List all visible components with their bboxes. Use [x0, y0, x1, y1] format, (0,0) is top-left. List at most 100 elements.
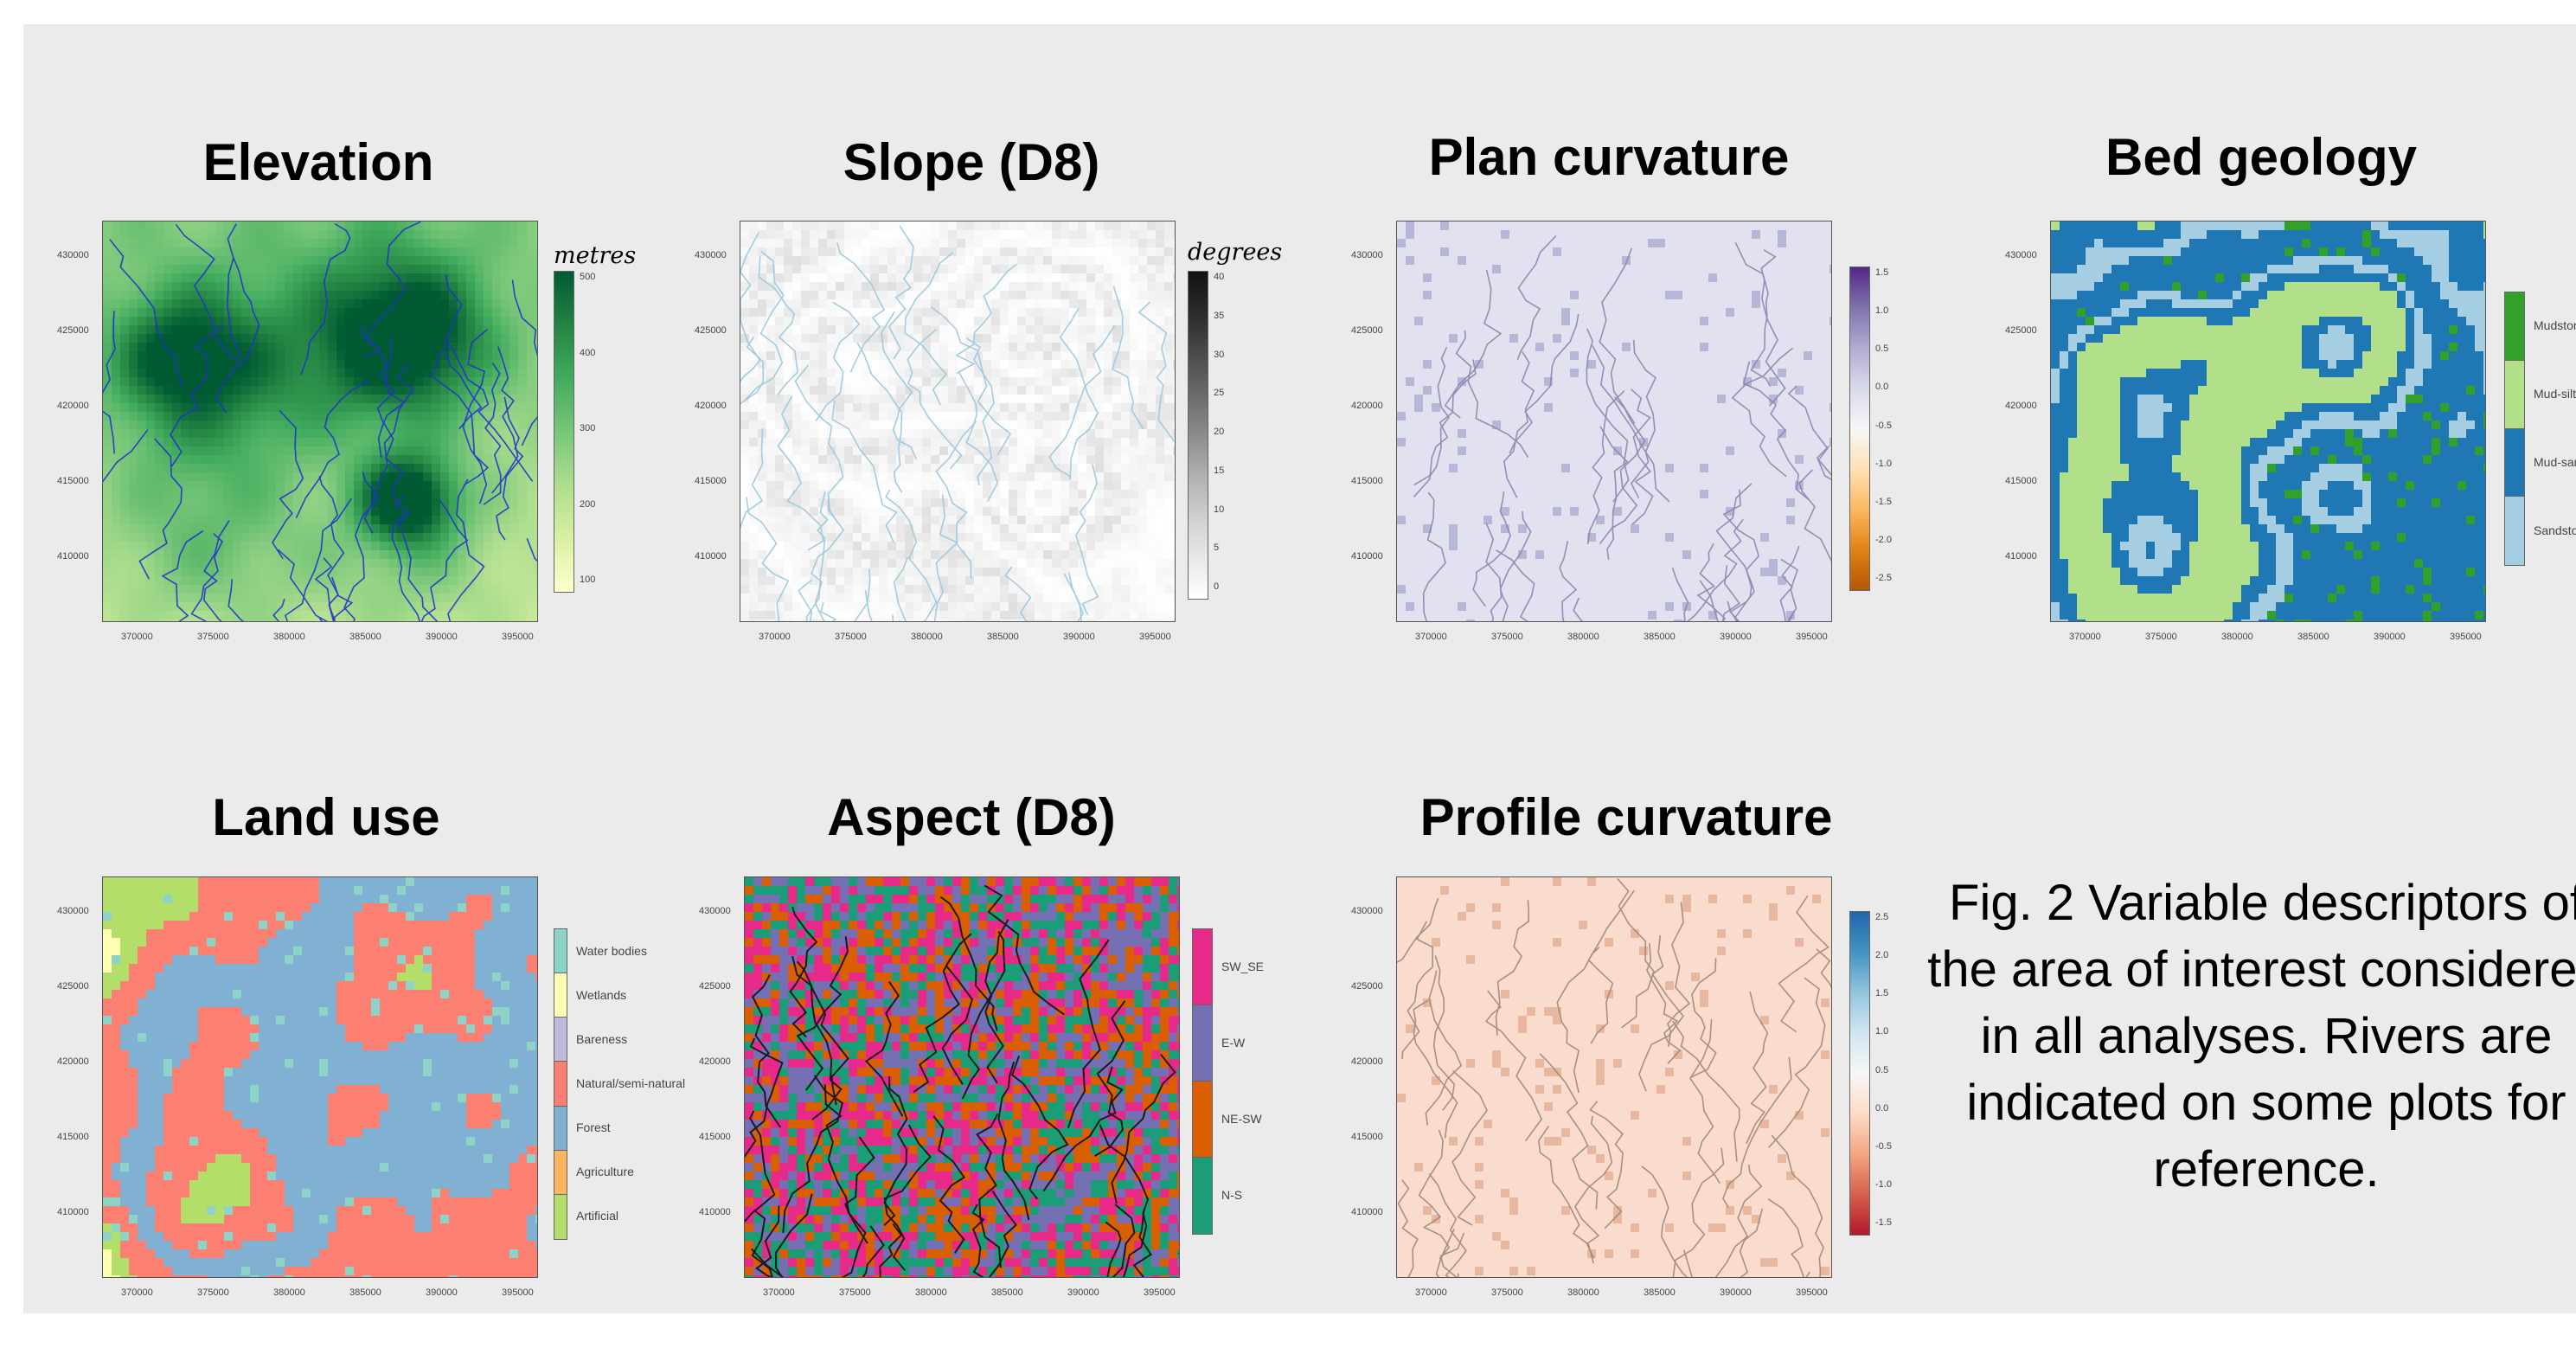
slope-map: [740, 221, 1176, 622]
land-use-ytick: 430000: [57, 906, 89, 916]
profile-curvature-colorbar-tick: 1.5: [1875, 988, 1889, 999]
plan-curvature-raster: [1397, 221, 1831, 621]
plan-curvature-ytick: 425000: [1351, 325, 1383, 336]
plan-curvature-map: [1396, 221, 1832, 622]
land-use-legend-swatch: [554, 1017, 567, 1063]
slope-xtick: 375000: [835, 632, 867, 642]
elevation-colorbar-tick: 500: [580, 272, 596, 282]
aspect-legend-swatch: [1192, 1005, 1213, 1082]
slope-rivers: [740, 225, 1175, 621]
plan-curvature-colorbar-tick: -1.5: [1875, 496, 1892, 507]
aspect-rivers: [745, 884, 1179, 1277]
aspect-xtick: 375000: [839, 1287, 871, 1298]
bed-geology-legend-swatch: [2504, 427, 2525, 498]
land-use-legend-label: Artificial: [576, 1209, 619, 1223]
land-use-ytick: 415000: [57, 1132, 89, 1142]
slope-colorbar-tick: 0: [1214, 581, 1220, 592]
slope-ytick: 430000: [695, 250, 727, 260]
elevation-colorbar-tick: 300: [580, 423, 596, 433]
elevation-ytick: 415000: [57, 476, 89, 486]
elevation-ytick: 410000: [57, 551, 89, 562]
slope-colorbar-label: degrees: [1188, 239, 1283, 266]
land-use-title: Land use: [212, 788, 440, 846]
plan-curvature-xtick: 370000: [1415, 632, 1447, 642]
plan-curvature-ytick: 420000: [1351, 401, 1383, 411]
land-use-xtick: 385000: [349, 1287, 381, 1298]
plan-curvature-colorbar-tick: 1.0: [1875, 305, 1889, 317]
plan-curvature-colorbar-tick: -2.0: [1875, 534, 1892, 545]
bed-geology-ytick: 415000: [2005, 476, 2037, 486]
plan-curvature-xtick: 380000: [1567, 632, 1599, 642]
profile-curvature-xtick: 380000: [1567, 1287, 1599, 1298]
profile-curvature-xtick: 375000: [1491, 1287, 1523, 1298]
profile-curvature-colorbar-tick: -1.5: [1875, 1217, 1892, 1228]
aspect-xtick: 370000: [763, 1287, 795, 1298]
aspect-xtick: 395000: [1144, 1287, 1176, 1298]
plan-curvature-xtick: 385000: [1644, 632, 1676, 642]
land-use-map: [102, 876, 538, 1278]
plan-curvature-colorbar-tick: 0.5: [1875, 343, 1889, 355]
elevation-colorbar-tick: 400: [580, 347, 596, 358]
slope-colorbar-tick: 15: [1214, 465, 1225, 476]
aspect-ytick: 425000: [699, 981, 731, 992]
land-use-legend-swatch: [554, 973, 567, 1019]
profile-curvature-ytick: 430000: [1351, 906, 1383, 916]
profile-curvature-colorbar-tick: 2.5: [1875, 912, 1889, 922]
slope-colorbar-tick: 25: [1214, 388, 1225, 399]
slope-xtick: 380000: [911, 632, 943, 642]
land-use-xtick: 375000: [197, 1287, 229, 1298]
elevation-xtick: 370000: [121, 632, 153, 642]
elevation-xtick: 375000: [197, 632, 229, 642]
land-use-xtick: 370000: [121, 1287, 153, 1298]
elevation-xtick: 390000: [426, 632, 458, 642]
profile-curvature-colorbar-tick: 0.5: [1875, 1064, 1889, 1075]
elevation-title: Elevation: [202, 133, 434, 191]
land-use-legend-swatch: [554, 1193, 567, 1240]
elevation-raster: [103, 221, 537, 621]
land-use-legend-label: Wetlands: [576, 987, 627, 1002]
slope-xtick: 395000: [1139, 632, 1171, 642]
bed-geology-ytick: 420000: [2005, 401, 2037, 411]
profile-curvature-colorbar-tick: 0.0: [1875, 1102, 1889, 1114]
profile-curvature-xtick: 395000: [1796, 1287, 1828, 1298]
land-use-legend-label: Bareness: [576, 1031, 628, 1046]
plan-curvature-xtick: 395000: [1796, 632, 1828, 642]
profile-curvature-map: [1396, 876, 1832, 1278]
elevation-map: [102, 221, 538, 622]
slope-colorbar-tick: 20: [1214, 427, 1225, 437]
bed-geology-xtick: 390000: [2374, 632, 2406, 642]
profile-curvature-ytick: 410000: [1351, 1207, 1383, 1217]
plan-curvature-ytick: 410000: [1351, 551, 1383, 562]
slope-ytick: 425000: [695, 325, 727, 336]
profile-curvature-colorbar-tick: 2.0: [1875, 950, 1889, 961]
bed-geology-xtick: 395000: [2450, 632, 2482, 642]
aspect-legend-label: SW_SE: [1221, 960, 1265, 973]
elevation-colorbar-label: metres: [554, 242, 637, 269]
bed-geology-legend-label: Mud-san: [2534, 454, 2576, 469]
aspect-map: [744, 876, 1180, 1278]
slope-xtick: 370000: [759, 632, 791, 642]
bed-geology-legend-label: Mudstone: [2534, 318, 2576, 333]
bed-geology-ytick: 425000: [2005, 325, 2037, 336]
slope-colorbar-tick: 30: [1214, 349, 1225, 360]
land-use-legend-label: Natural/semi-natural: [576, 1076, 686, 1090]
bed-geology-xtick: 380000: [2221, 632, 2253, 642]
aspect-ytick: 430000: [699, 906, 731, 916]
bed-geology-raster: [2051, 221, 2485, 621]
land-use-legend-swatch: [554, 1061, 567, 1107]
slope-ytick: 420000: [695, 401, 727, 411]
plan-curvature-colorbar-tick: -0.5: [1875, 420, 1892, 431]
aspect-legend-label: N-S: [1221, 1188, 1243, 1202]
aspect-title: Aspect (D8): [827, 788, 1116, 846]
slope-raster: [740, 221, 1175, 621]
land-use-ytick: 410000: [57, 1207, 89, 1217]
plan-curvature-colorbar: [1849, 266, 1870, 591]
profile-curvature-ytick: 420000: [1351, 1056, 1383, 1067]
elevation-xtick: 395000: [502, 632, 534, 642]
aspect-xtick: 380000: [915, 1287, 947, 1298]
profile-curvature-xtick: 390000: [1720, 1287, 1752, 1298]
plan-curvature-rivers: [1413, 234, 1831, 621]
profile-curvature-xtick: 370000: [1415, 1287, 1447, 1298]
bed-geology-legend-swatch: [2504, 496, 2525, 566]
bed-geology-xtick: 370000: [2069, 632, 2101, 642]
